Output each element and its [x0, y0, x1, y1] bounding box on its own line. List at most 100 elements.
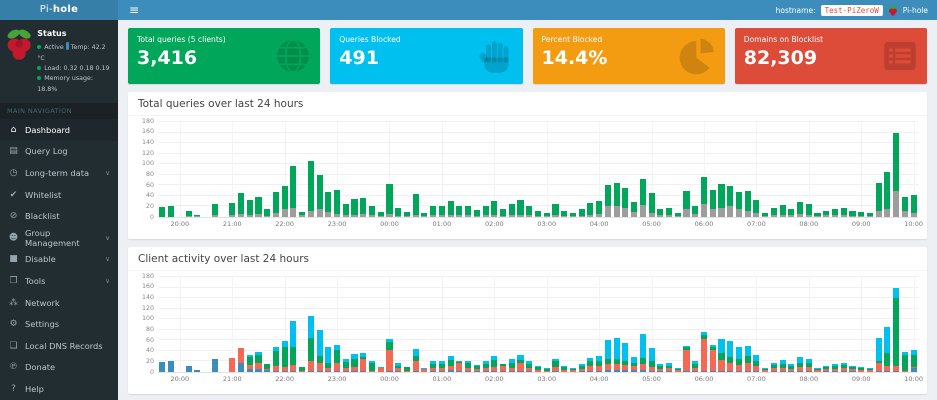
bar-slot[interactable]: [334, 277, 341, 372]
bar-slot[interactable]: [220, 277, 226, 372]
hamburger-menu-icon[interactable]: ≡: [129, 3, 140, 17]
sidebar-item-blacklist[interactable]: ⊘ Blacklist: [0, 205, 118, 227]
bar-slot[interactable]: [465, 122, 472, 217]
bar-slot[interactable]: [272, 122, 279, 217]
bar-slot[interactable]: [438, 122, 445, 217]
bar-slot[interactable]: [255, 277, 262, 372]
bar-slot[interactable]: [534, 122, 542, 217]
bar-slot[interactable]: [307, 277, 314, 372]
bar-slot[interactable]: [753, 277, 760, 372]
bar-slot[interactable]: [604, 277, 611, 372]
bar-slot[interactable]: [805, 122, 812, 217]
bar-slot[interactable]: [884, 122, 891, 217]
bar-slot[interactable]: [552, 122, 559, 217]
bar-slot[interactable]: [596, 277, 603, 372]
bar-slot[interactable]: [875, 122, 882, 217]
bar-slot[interactable]: [500, 277, 507, 372]
bar-slot[interactable]: [334, 122, 341, 217]
bar-slot[interactable]: [395, 277, 402, 372]
bar-slot[interactable]: [849, 122, 856, 217]
bar-slot[interactable]: [762, 122, 769, 217]
bar-slot[interactable]: [788, 277, 795, 372]
bar-slot[interactable]: [447, 122, 454, 217]
bar-slot[interactable]: [648, 277, 655, 372]
bar-slot[interactable]: [307, 122, 314, 217]
bar-slot[interactable]: [910, 122, 917, 217]
bar-slot[interactable]: [351, 122, 358, 217]
bar-slot[interactable]: [220, 122, 226, 217]
bar-slot[interactable]: [543, 277, 550, 372]
bar-slot[interactable]: [639, 122, 646, 217]
sidebar-item-donate[interactable]: ℗ Donate: [0, 357, 118, 379]
sidebar-item-network[interactable]: ⁂ Network: [0, 292, 118, 314]
sidebar-item-settings[interactable]: ⚙ Settings: [0, 313, 118, 335]
bar-slot[interactable]: [831, 277, 839, 372]
bar-slot[interactable]: [316, 277, 323, 372]
bar-slot[interactable]: [657, 277, 664, 372]
bar-slot[interactable]: [858, 277, 865, 372]
bar-slot[interactable]: [237, 277, 245, 372]
bar-slot[interactable]: [465, 277, 472, 372]
bar-slot[interactable]: [168, 122, 175, 217]
bar-slot[interactable]: [412, 277, 419, 372]
bar-slot[interactable]: [299, 122, 306, 217]
bar-slot[interactable]: [613, 122, 620, 217]
bar-slot[interactable]: [779, 122, 786, 217]
user-menu[interactable]: Pi-hole: [902, 5, 928, 15]
bar-slot[interactable]: [211, 277, 218, 372]
bar-slot[interactable]: [368, 122, 376, 217]
bar-slot[interactable]: [622, 122, 629, 217]
bar-slot[interactable]: [386, 122, 393, 217]
bar-slot[interactable]: [727, 277, 734, 372]
bar-slot[interactable]: [683, 277, 690, 372]
bar-slot[interactable]: [613, 277, 620, 372]
bar-slot[interactable]: [237, 122, 245, 217]
bar-slot[interactable]: [430, 277, 437, 372]
bar-slot[interactable]: [674, 122, 681, 217]
bar-slot[interactable]: [718, 277, 725, 372]
bar-slot[interactable]: [194, 277, 201, 372]
bar-slot[interactable]: [552, 277, 559, 372]
bar-slot[interactable]: [709, 122, 716, 217]
bar-slot[interactable]: [229, 277, 236, 372]
bar-slot[interactable]: [587, 277, 594, 372]
bar-slot[interactable]: [770, 122, 777, 217]
bar-slot[interactable]: [901, 277, 908, 372]
bar-slot[interactable]: [194, 122, 201, 217]
bar-slot[interactable]: [718, 122, 725, 217]
bar-slot[interactable]: [342, 122, 349, 217]
sidebar-item-query-log[interactable]: ▤ Query Log: [0, 141, 118, 163]
bar-slot[interactable]: [858, 122, 865, 217]
bar-slot[interactable]: [779, 277, 786, 372]
bar-slot[interactable]: [569, 277, 576, 372]
bar-slot[interactable]: [587, 122, 594, 217]
bar-slot[interactable]: [325, 122, 332, 217]
bar-slot[interactable]: [849, 277, 856, 372]
sidebar-item-disable[interactable]: ■ Disable ∨: [0, 249, 118, 271]
bar-slot[interactable]: [246, 122, 253, 217]
bar-slot[interactable]: [831, 122, 839, 217]
sidebar-item-whitelist[interactable]: ✔ Whitelist: [0, 184, 118, 206]
bar-slot[interactable]: [622, 277, 629, 372]
bar-slot[interactable]: [368, 277, 376, 372]
bar-slot[interactable]: [596, 122, 603, 217]
bar-slot[interactable]: [491, 122, 498, 217]
bar-slot[interactable]: [517, 122, 524, 217]
bar-slot[interactable]: [290, 277, 297, 372]
bar-slot[interactable]: [893, 122, 900, 217]
bar-slot[interactable]: [683, 122, 690, 217]
bar-slot[interactable]: [168, 277, 175, 372]
bar-slot[interactable]: [403, 277, 411, 372]
bar-slot[interactable]: [665, 277, 673, 372]
bar-slot[interactable]: [290, 122, 297, 217]
bar-slot[interactable]: [377, 122, 384, 217]
bar-slot[interactable]: [482, 277, 489, 372]
bar-slot[interactable]: [814, 277, 821, 372]
sidebar-item-long-term-data[interactable]: ◷ Long-term data ∨: [0, 162, 118, 184]
bar-slot[interactable]: [814, 122, 821, 217]
bar-slot[interactable]: [910, 277, 917, 372]
bar-slot[interactable]: [805, 277, 812, 372]
bar-slot[interactable]: [491, 277, 498, 372]
sidebar-item-local-dns-records[interactable]: ❑ Local DNS Records: [0, 335, 118, 357]
bar-slot[interactable]: [281, 122, 288, 217]
